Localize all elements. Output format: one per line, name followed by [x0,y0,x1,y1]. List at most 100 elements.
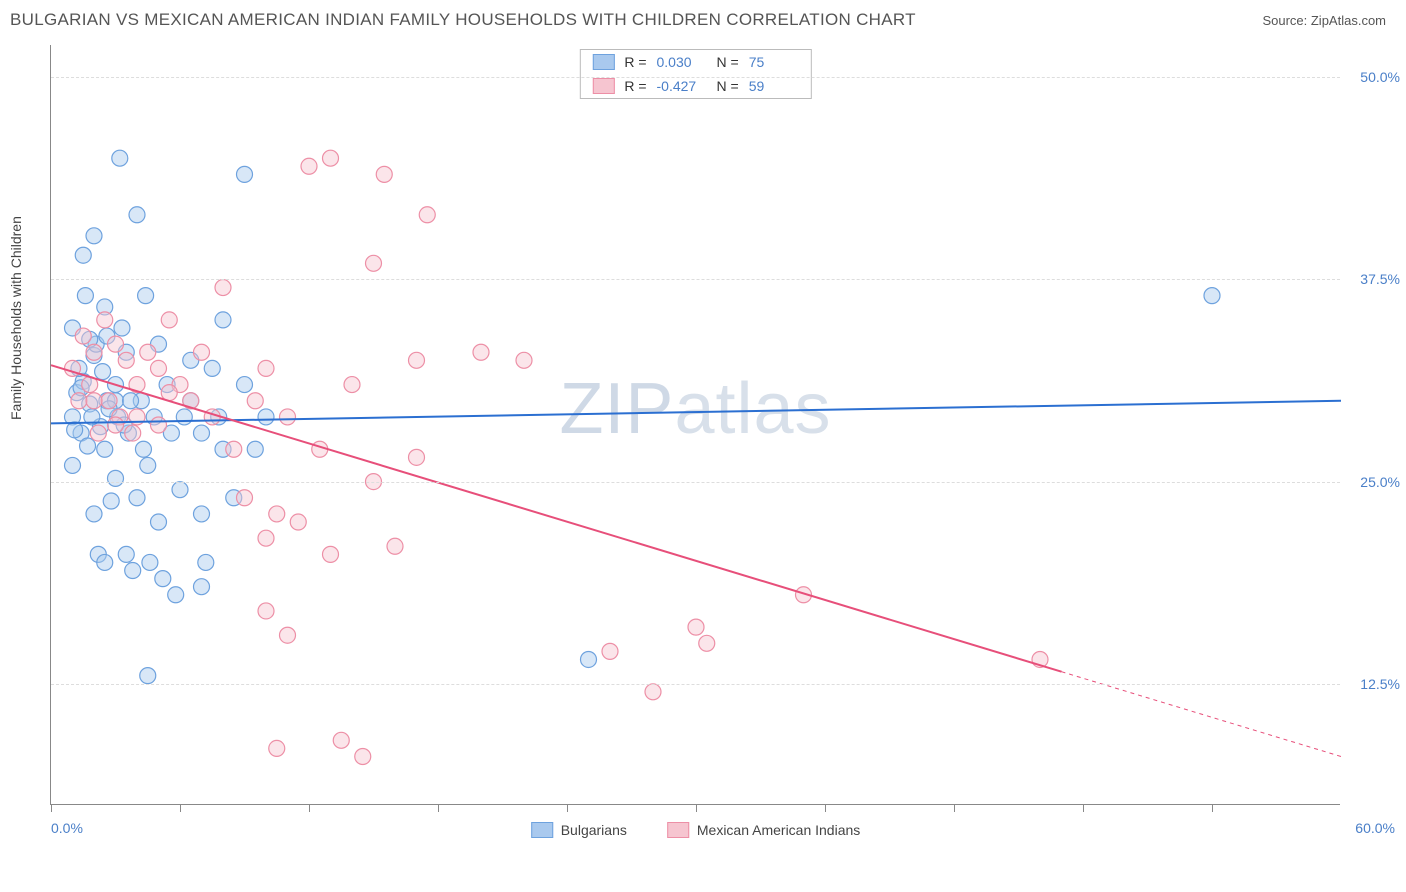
data-point [151,360,167,376]
data-point [108,417,124,433]
data-point [135,441,151,457]
data-point [155,571,171,587]
data-point [237,166,253,182]
data-point [86,344,102,360]
data-point [419,207,435,223]
data-point [194,425,210,441]
data-point [86,506,102,522]
data-point [226,441,242,457]
data-point [516,352,532,368]
plot-svg [51,45,1340,804]
data-point [323,546,339,562]
data-point [699,635,715,651]
x-tick [309,804,310,812]
data-point [258,530,274,546]
data-point [103,493,119,509]
legend-swatch [592,54,614,70]
data-point [114,320,130,336]
data-point [118,546,134,562]
data-point [118,352,134,368]
chart-area: ZIPatlas R =0.030N =75R =-0.427N =59 0.0… [50,45,1340,805]
data-point [581,651,597,667]
stat-r-value: 0.030 [657,54,707,70]
x-tick [825,804,826,812]
data-point [290,514,306,530]
data-point [77,288,93,304]
data-point [344,377,360,393]
data-point [215,312,231,328]
data-point [323,150,339,166]
data-point [269,506,285,522]
data-point [142,554,158,570]
legend-label: Bulgarians [561,822,627,838]
x-tick [1212,804,1213,812]
y-tick-label: 37.5% [1360,271,1400,287]
data-point [140,457,156,473]
data-point [602,643,618,659]
data-point [301,158,317,174]
x-tick [1083,804,1084,812]
x-min-label: 0.0% [51,820,83,836]
legend-series: Bulgarians Mexican American Indians [531,822,861,838]
stat-n-value: 59 [749,78,799,94]
data-point [194,579,210,595]
data-point [176,409,192,425]
data-point [75,247,91,263]
data-point [280,409,296,425]
x-tick [567,804,568,812]
data-point [140,344,156,360]
data-point [97,441,113,457]
data-point [204,360,220,376]
data-point [123,393,139,409]
data-point [198,554,214,570]
stat-n-value: 75 [749,54,799,70]
data-point [125,425,141,441]
data-point [97,554,113,570]
data-point [409,352,425,368]
data-point [129,490,145,506]
chart-title: BULGARIAN VS MEXICAN AMERICAN INDIAN FAM… [10,10,916,30]
data-point [151,417,167,433]
trend-line [51,401,1341,424]
data-point [75,328,91,344]
y-tick-label: 50.0% [1360,69,1400,85]
data-point [151,514,167,530]
data-point [1204,288,1220,304]
data-point [237,377,253,393]
data-point [194,506,210,522]
y-axis-label: Family Households with Children [8,216,24,420]
data-point [172,482,188,498]
data-point [168,587,184,603]
y-tick-label: 25.0% [1360,474,1400,490]
data-point [247,441,263,457]
data-point [86,393,102,409]
gridline [51,77,1340,78]
stat-n-label: N = [717,78,739,94]
data-point [333,732,349,748]
data-point [161,385,177,401]
data-point [355,748,371,764]
data-point [65,457,81,473]
data-point [95,364,111,380]
header: BULGARIAN VS MEXICAN AMERICAN INDIAN FAM… [0,0,1406,36]
y-tick-label: 12.5% [1360,676,1400,692]
data-point [280,627,296,643]
data-point [108,336,124,352]
data-point [67,422,83,438]
legend-swatch [531,822,553,838]
legend-label: Mexican American Indians [697,822,860,838]
data-point [90,425,106,441]
data-point [112,150,128,166]
data-point [258,603,274,619]
legend-stats: R =0.030N =75R =-0.427N =59 [579,49,811,99]
data-point [376,166,392,182]
data-point [129,207,145,223]
data-point [71,393,87,409]
legend-item: Mexican American Indians [667,822,860,838]
data-point [97,312,113,328]
legend-swatch [667,822,689,838]
gridline [51,684,1340,685]
stat-r-value: -0.427 [657,78,707,94]
gridline [51,279,1340,280]
data-point [473,344,489,360]
